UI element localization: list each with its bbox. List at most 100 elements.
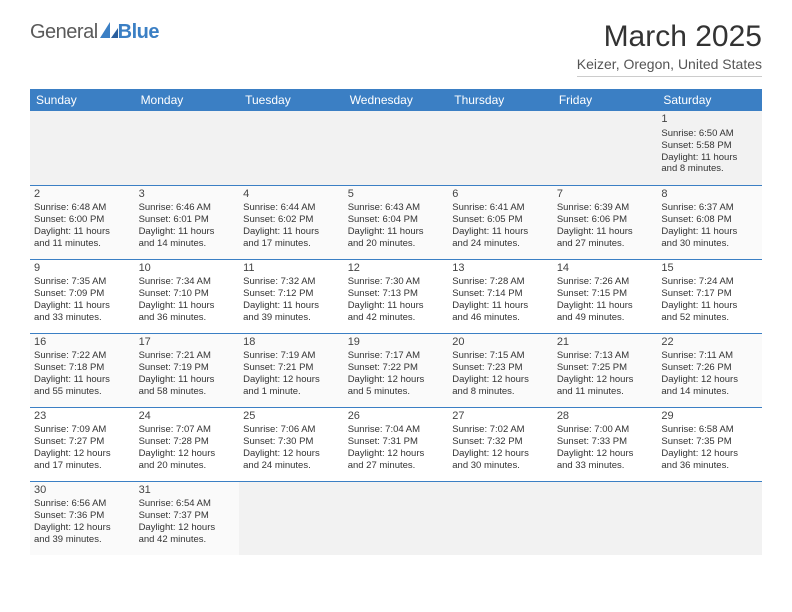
daylight-line-1: Daylight: 11 hours	[557, 226, 654, 238]
daylight-line-1: Daylight: 11 hours	[452, 226, 549, 238]
daylight-line-1: Daylight: 12 hours	[34, 522, 131, 534]
day-number: 20	[452, 336, 549, 350]
sunrise-line: Sunrise: 7:24 AM	[661, 276, 758, 288]
sunset-line: Sunset: 7:25 PM	[557, 362, 654, 374]
calendar-cell: 21Sunrise: 7:13 AMSunset: 7:25 PMDayligh…	[553, 333, 658, 407]
daylight-line-2: and 36 minutes.	[139, 312, 236, 324]
calendar-cell: 22Sunrise: 7:11 AMSunset: 7:26 PMDayligh…	[657, 333, 762, 407]
day-number: 27	[452, 410, 549, 424]
daylight-line-2: and 20 minutes.	[139, 460, 236, 472]
daylight-line-2: and 42 minutes.	[348, 312, 445, 324]
sunrise-line: Sunrise: 6:50 AM	[661, 128, 758, 140]
day-number: 25	[243, 410, 340, 424]
sunrise-line: Sunrise: 7:02 AM	[452, 424, 549, 436]
day-header: Wednesday	[344, 89, 449, 111]
daylight-line-1: Daylight: 11 hours	[139, 226, 236, 238]
daylight-line-2: and 46 minutes.	[452, 312, 549, 324]
day-number: 3	[139, 188, 236, 202]
daylight-line-1: Daylight: 11 hours	[34, 226, 131, 238]
sunset-line: Sunset: 7:22 PM	[348, 362, 445, 374]
daylight-line-2: and 49 minutes.	[557, 312, 654, 324]
daylight-line-1: Daylight: 12 hours	[34, 448, 131, 460]
daylight-line-2: and 58 minutes.	[139, 386, 236, 398]
calendar-cell: 7Sunrise: 6:39 AMSunset: 6:06 PMDaylight…	[553, 185, 658, 259]
day-number: 26	[348, 410, 445, 424]
calendar-cell: 20Sunrise: 7:15 AMSunset: 7:23 PMDayligh…	[448, 333, 553, 407]
calendar-cell: 13Sunrise: 7:28 AMSunset: 7:14 PMDayligh…	[448, 259, 553, 333]
daylight-line-2: and 5 minutes.	[348, 386, 445, 398]
sunset-line: Sunset: 7:13 PM	[348, 288, 445, 300]
calendar-cell	[448, 481, 553, 555]
sunset-line: Sunset: 7:21 PM	[243, 362, 340, 374]
day-number: 22	[661, 336, 758, 350]
day-number: 18	[243, 336, 340, 350]
daylight-line-1: Daylight: 12 hours	[348, 448, 445, 460]
daylight-line-2: and 1 minute.	[243, 386, 340, 398]
day-number: 6	[452, 188, 549, 202]
day-header: Thursday	[448, 89, 553, 111]
sunrise-line: Sunrise: 6:41 AM	[452, 202, 549, 214]
calendar-cell: 6Sunrise: 6:41 AMSunset: 6:05 PMDaylight…	[448, 185, 553, 259]
sunset-line: Sunset: 7:19 PM	[139, 362, 236, 374]
day-number: 9	[34, 262, 131, 276]
logo-sail-icon	[98, 20, 120, 45]
calendar-cell: 14Sunrise: 7:26 AMSunset: 7:15 PMDayligh…	[553, 259, 658, 333]
calendar-cell: 25Sunrise: 7:06 AMSunset: 7:30 PMDayligh…	[239, 407, 344, 481]
daylight-line-1: Daylight: 12 hours	[661, 374, 758, 386]
sunset-line: Sunset: 7:35 PM	[661, 436, 758, 448]
daylight-line-1: Daylight: 11 hours	[348, 300, 445, 312]
sunset-line: Sunset: 7:17 PM	[661, 288, 758, 300]
sunrise-line: Sunrise: 7:06 AM	[243, 424, 340, 436]
day-header: Monday	[135, 89, 240, 111]
calendar-cell: 28Sunrise: 7:00 AMSunset: 7:33 PMDayligh…	[553, 407, 658, 481]
daylight-line-2: and 24 minutes.	[243, 460, 340, 472]
day-number: 23	[34, 410, 131, 424]
calendar-row: 9Sunrise: 7:35 AMSunset: 7:09 PMDaylight…	[30, 259, 762, 333]
sunrise-line: Sunrise: 7:09 AM	[34, 424, 131, 436]
logo-text-1: General	[30, 21, 98, 44]
calendar-cell: 2Sunrise: 6:48 AMSunset: 6:00 PMDaylight…	[30, 185, 135, 259]
day-number: 31	[139, 484, 236, 498]
daylight-line-1: Daylight: 12 hours	[139, 522, 236, 534]
sunrise-line: Sunrise: 7:21 AM	[139, 350, 236, 362]
day-number: 16	[34, 336, 131, 350]
daylight-line-2: and 39 minutes.	[243, 312, 340, 324]
calendar-cell: 10Sunrise: 7:34 AMSunset: 7:10 PMDayligh…	[135, 259, 240, 333]
sunrise-line: Sunrise: 7:30 AM	[348, 276, 445, 288]
sunset-line: Sunset: 7:37 PM	[139, 510, 236, 522]
calendar-cell: 5Sunrise: 6:43 AMSunset: 6:04 PMDaylight…	[344, 185, 449, 259]
daylight-line-2: and 8 minutes.	[661, 163, 758, 175]
sunrise-line: Sunrise: 7:15 AM	[452, 350, 549, 362]
day-header: Friday	[553, 89, 658, 111]
sunrise-line: Sunrise: 7:28 AM	[452, 276, 549, 288]
daylight-line-2: and 39 minutes.	[34, 534, 131, 546]
daylight-line-2: and 42 minutes.	[139, 534, 236, 546]
sunset-line: Sunset: 5:58 PM	[661, 140, 758, 152]
calendar-cell: 29Sunrise: 6:58 AMSunset: 7:35 PMDayligh…	[657, 407, 762, 481]
month-title: March 2025	[577, 20, 762, 54]
sunset-line: Sunset: 6:05 PM	[452, 214, 549, 226]
calendar-cell: 24Sunrise: 7:07 AMSunset: 7:28 PMDayligh…	[135, 407, 240, 481]
daylight-line-1: Daylight: 11 hours	[661, 300, 758, 312]
sunset-line: Sunset: 7:33 PM	[557, 436, 654, 448]
calendar-cell	[657, 481, 762, 555]
sunset-line: Sunset: 7:18 PM	[34, 362, 131, 374]
sunrise-line: Sunrise: 7:22 AM	[34, 350, 131, 362]
calendar-table: SundayMondayTuesdayWednesdayThursdayFrid…	[30, 89, 762, 555]
daylight-line-1: Daylight: 11 hours	[452, 300, 549, 312]
sunrise-line: Sunrise: 6:37 AM	[661, 202, 758, 214]
sunrise-line: Sunrise: 6:39 AM	[557, 202, 654, 214]
daylight-line-1: Daylight: 11 hours	[139, 300, 236, 312]
sunset-line: Sunset: 7:31 PM	[348, 436, 445, 448]
calendar-cell	[553, 111, 658, 185]
daylight-line-2: and 20 minutes.	[348, 238, 445, 250]
calendar-cell: 23Sunrise: 7:09 AMSunset: 7:27 PMDayligh…	[30, 407, 135, 481]
day-number: 19	[348, 336, 445, 350]
calendar-cell: 4Sunrise: 6:44 AMSunset: 6:02 PMDaylight…	[239, 185, 344, 259]
sunrise-line: Sunrise: 6:54 AM	[139, 498, 236, 510]
day-number: 15	[661, 262, 758, 276]
sunset-line: Sunset: 7:15 PM	[557, 288, 654, 300]
sunrise-line: Sunrise: 6:48 AM	[34, 202, 131, 214]
logo-text-2: Blue	[118, 21, 159, 44]
day-number: 5	[348, 188, 445, 202]
